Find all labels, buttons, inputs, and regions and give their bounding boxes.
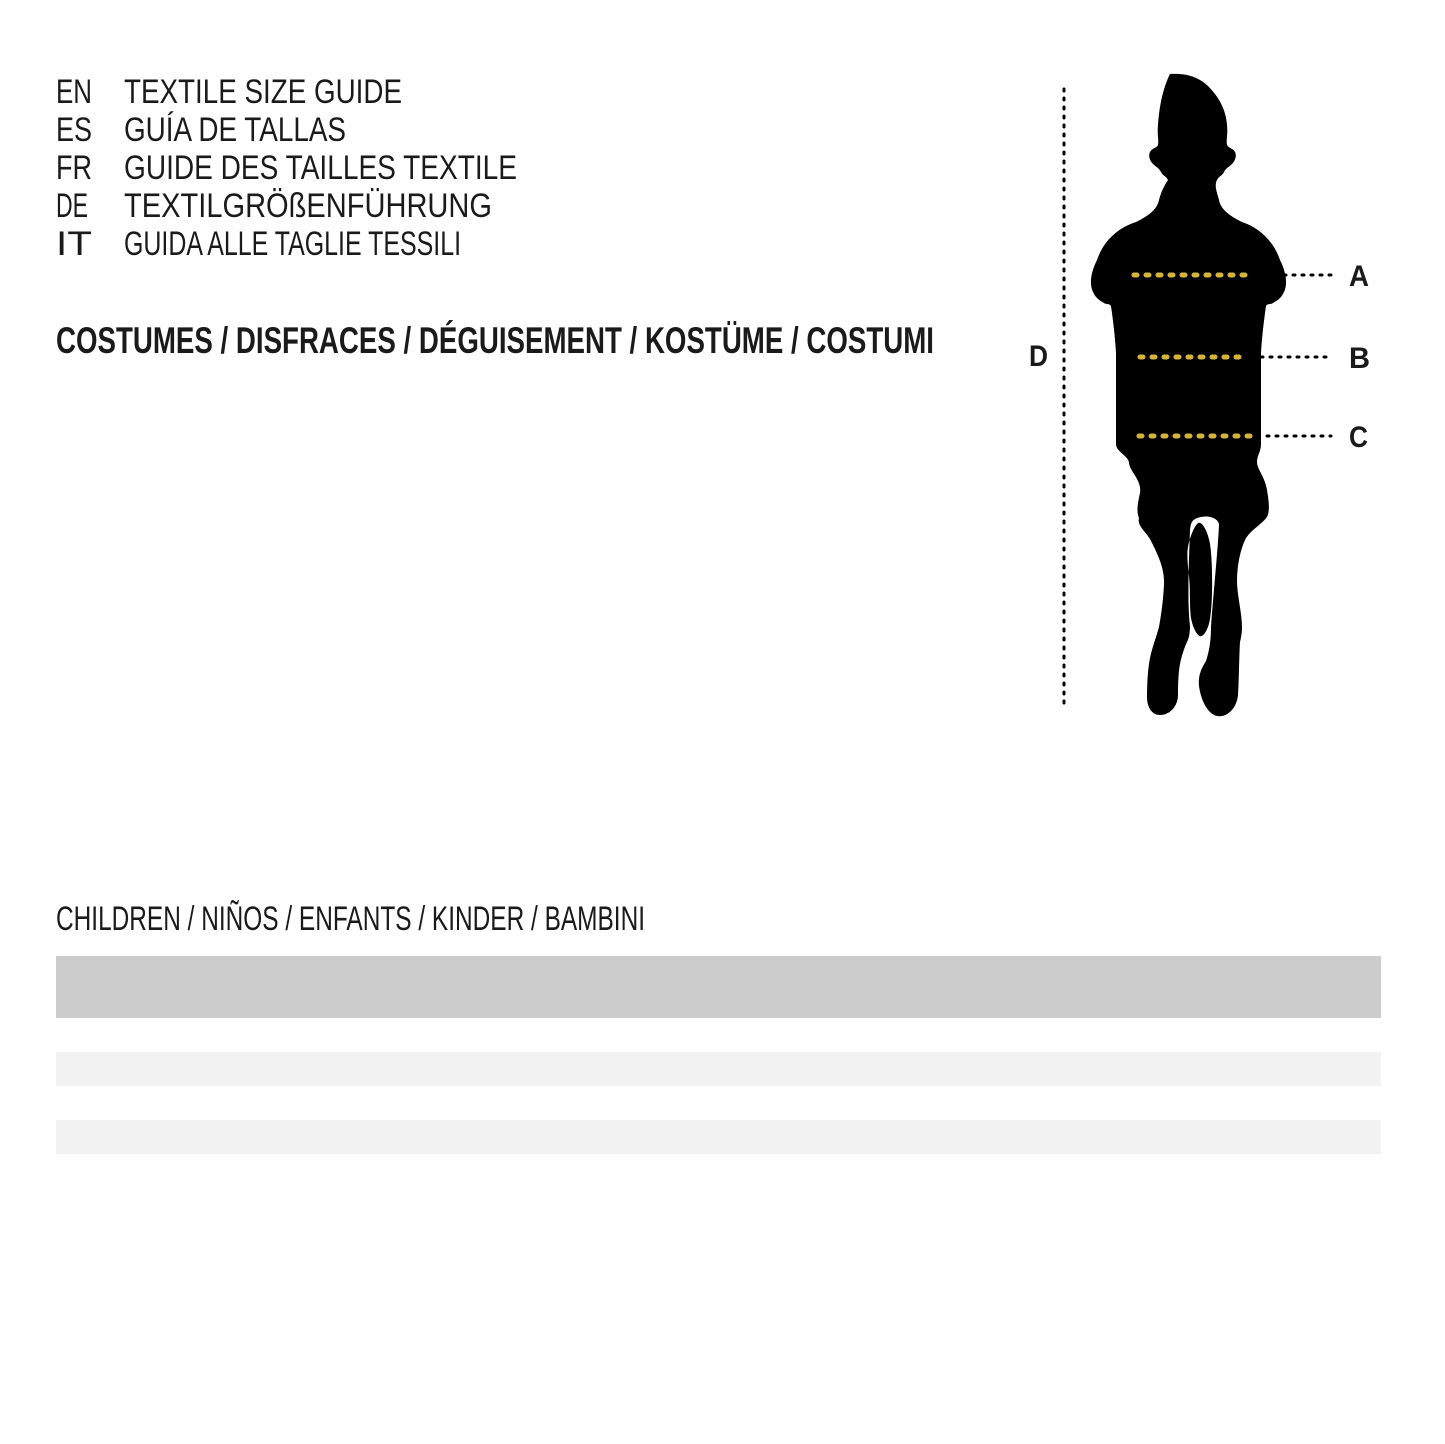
svg-text:IT: IT [56,225,92,263]
svg-text:C: C [1349,421,1368,454]
svg-text:GUIDA ALLE TAGLIE TESSILI: GUIDA ALLE TAGLIE TESSILI [124,225,461,263]
svg-text:TEXTILGRÖßENFÜHRUNG: TEXTILGRÖßENFÜHRUNG [124,187,492,225]
svg-text:FR: FR [56,149,92,187]
svg-text:TEXTILE SIZE GUIDE: TEXTILE SIZE GUIDE [124,73,402,111]
svg-text:A: A [1349,260,1369,293]
svg-text:D: D [1029,340,1048,373]
svg-text:ES: ES [56,111,92,149]
svg-text:GUIDE DES TAILLES TEXTILE: GUIDE DES TAILLES TEXTILE [124,149,517,187]
svg-text:CHILDREN / NIÑOS / ENFANTS / K: CHILDREN / NIÑOS / ENFANTS / KINDER / BA… [56,900,645,938]
svg-text:COSTUMES / DISFRACES / DÉGUISE: COSTUMES / DISFRACES / DÉGUISEMENT / KOS… [56,320,934,361]
svg-text:DE: DE [56,187,88,225]
svg-text:GUÍA DE TALLAS: GUÍA DE TALLAS [124,111,346,149]
svg-text:EN: EN [56,73,92,111]
svg-text:B: B [1349,342,1370,375]
